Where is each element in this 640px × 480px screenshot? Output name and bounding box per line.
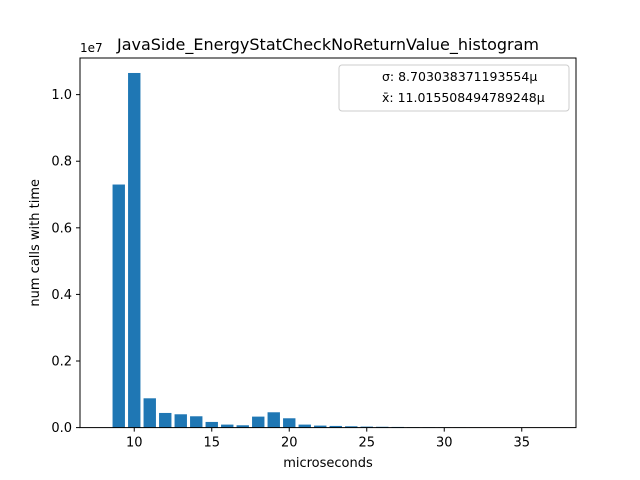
histogram-bar: [252, 416, 265, 428]
bar-series: [112, 72, 559, 428]
x-tick-label: 30: [436, 436, 453, 451]
x-axis-ticks: 10 15 20 25 30 35: [126, 427, 530, 451]
histogram-bar: [128, 72, 141, 428]
histogram-bar: [236, 425, 249, 428]
y-tick-label: 1.0: [51, 88, 72, 103]
histogram-bar: [283, 418, 296, 428]
histogram-bar: [267, 412, 280, 428]
histogram-bar: [329, 425, 342, 428]
y-tick-label: 0.6: [51, 221, 72, 236]
legend-entry-sigma: σ: 8.703038371193554µ: [382, 69, 537, 84]
y-axis-label: num calls with time: [28, 179, 43, 307]
legend-entry-mean: x̄: 11.015508494789248µ: [382, 90, 545, 105]
x-tick-label: 25: [358, 436, 375, 451]
histogram-bar: [345, 426, 358, 428]
histogram-bar: [221, 424, 234, 428]
x-axis-label: microseconds: [283, 456, 373, 471]
chart-title: JavaSide_EnergyStatCheckNoReturnValue_hi…: [116, 35, 539, 55]
x-tick-label: 20: [281, 436, 298, 451]
legend: σ: 8.703038371193554µ x̄: 11.01550849478…: [338, 64, 570, 112]
x-tick-label: 15: [203, 436, 220, 451]
x-tick-label: 35: [513, 436, 530, 451]
histogram-bar: [143, 398, 156, 428]
histogram-bar: [159, 412, 172, 428]
histogram-bar: [190, 416, 203, 428]
y-tick-label: 0.0: [51, 421, 72, 436]
legend-box: [338, 64, 570, 112]
y-axis-ticks: 0.0 0.2 0.4 0.6 0.8 1.0: [51, 88, 80, 436]
histogram-bar: [298, 424, 311, 428]
histogram-bar: [205, 421, 218, 428]
y-tick-label: 0.8: [51, 155, 72, 170]
y-tick-label: 0.4: [51, 288, 72, 303]
y-axis-offset-label: 1e7: [80, 41, 103, 55]
histogram-bar: [112, 184, 125, 428]
plot-area-frame: [79, 57, 577, 429]
histogram-bar: [174, 414, 187, 428]
y-tick-label: 0.2: [51, 355, 72, 370]
histogram-bar: [314, 425, 327, 428]
x-tick-label: 10: [126, 436, 143, 451]
